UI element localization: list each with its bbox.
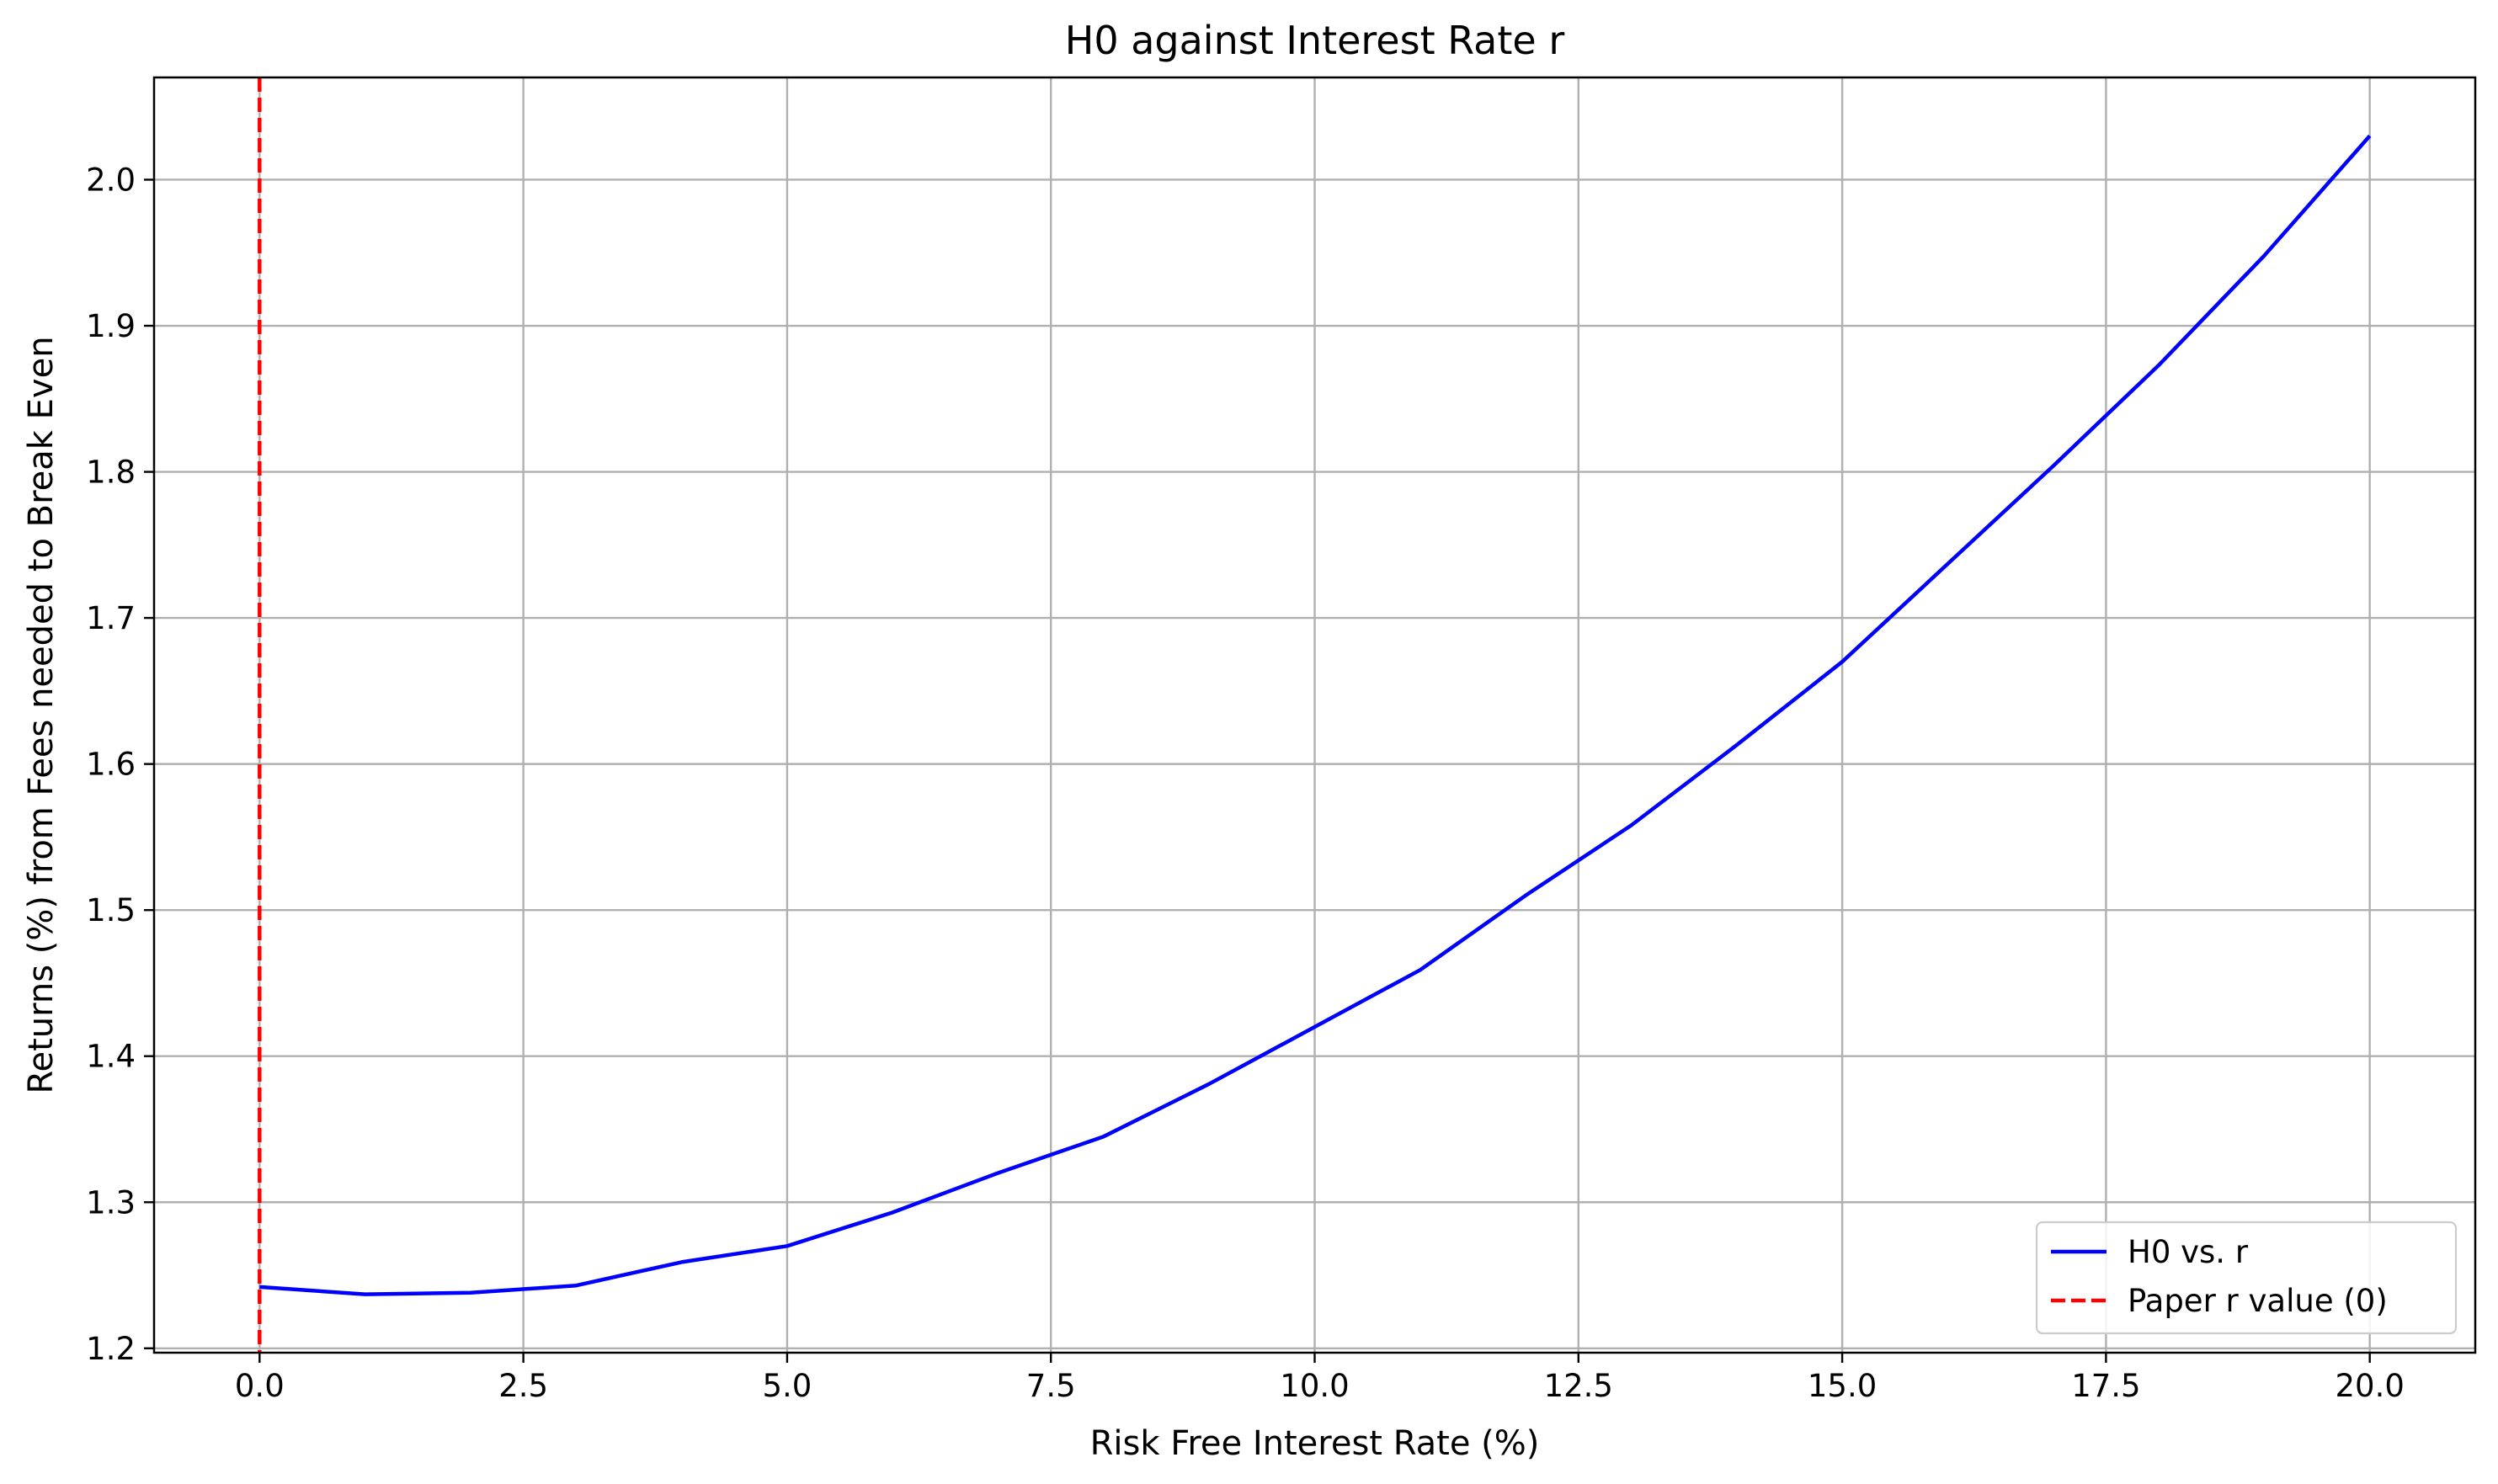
legend: H0 vs. r Paper r value (0) bbox=[2035, 1221, 2458, 1335]
series-line bbox=[259, 134, 2372, 1296]
y-tick-label: 1.7 bbox=[86, 600, 136, 636]
y-tick-label: 1.9 bbox=[86, 308, 136, 344]
x-tick-label: 0.0 bbox=[235, 1368, 285, 1404]
series-layer bbox=[258, 77, 2372, 1353]
ticks: 0.0 2.5 5.0 7.5 10.0 12.5 15.0 17.5 20.0 1.2 1.3 1.… bbox=[86, 162, 2405, 1404]
x-tick-label: 10.0 bbox=[1280, 1368, 1349, 1404]
x-tick-label: 5.0 bbox=[762, 1368, 812, 1404]
y-tick-label: 1.2 bbox=[86, 1331, 136, 1367]
y-tick-label: 1.6 bbox=[86, 747, 136, 783]
grid bbox=[154, 77, 2475, 1353]
y-tick-label: 2.0 bbox=[86, 162, 136, 198]
x-tick-label: 12.5 bbox=[1544, 1368, 1613, 1404]
y-tick-label: 1.3 bbox=[86, 1184, 136, 1221]
y-axis-label: Returns (%) from Fees needed to Break Ev… bbox=[22, 336, 61, 1093]
legend-box bbox=[2035, 1221, 2458, 1335]
y-tick-label: 1.8 bbox=[86, 455, 136, 491]
x-tick-label: 17.5 bbox=[2071, 1368, 2140, 1404]
x-axis-label: Risk Free Interest Rate (%) bbox=[1090, 1424, 1540, 1463]
x-tick-label: 15.0 bbox=[1808, 1368, 1877, 1404]
x-tick-label: 7.5 bbox=[1026, 1368, 1076, 1404]
y-tick-label: 1.4 bbox=[86, 1039, 136, 1075]
legend-label: Paper r value (0) bbox=[2128, 1283, 2388, 1319]
legend-label: H0 vs. r bbox=[2128, 1234, 2249, 1270]
chart-title: H0 against Interest Rate r bbox=[1065, 18, 1565, 63]
x-tick-label: 20.0 bbox=[2335, 1368, 2404, 1404]
y-tick-label: 1.5 bbox=[86, 892, 136, 928]
x-tick-label: 2.5 bbox=[498, 1368, 548, 1404]
